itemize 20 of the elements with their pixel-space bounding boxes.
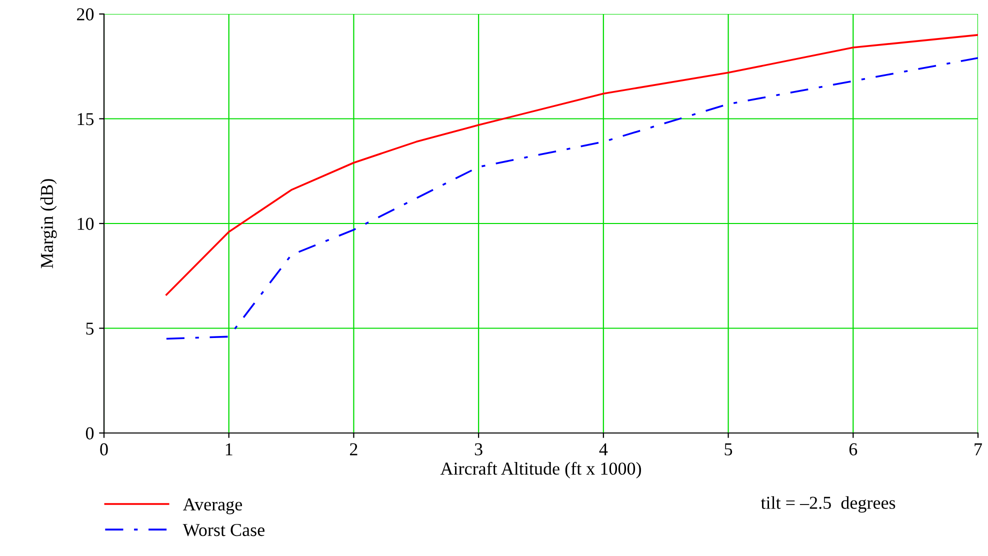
x-tick-label: 7 <box>974 443 982 456</box>
x-axis-title: Aircraft Altitude (ft x 1000) <box>440 462 641 478</box>
line-series <box>166 57 978 340</box>
x-tick-label: 0 <box>100 443 108 456</box>
x-tick-label: 6 <box>849 443 858 456</box>
legend-label: Worst Case <box>182 524 264 536</box>
y-axis-title: Margin (dB) <box>40 179 57 268</box>
y-tick-label: 0 <box>86 427 94 440</box>
x-tick-label: 2 <box>350 443 358 456</box>
x-tick-label: 5 <box>724 443 732 456</box>
y-tick-label: 5 <box>86 322 94 335</box>
x-tick-label: 4 <box>599 443 608 456</box>
y-tick-label: 20 <box>77 8 94 20</box>
x-tick-label: 1 <box>226 443 232 456</box>
text: tilt = –2.5 degrees <box>760 496 896 513</box>
legend-label: Average <box>182 498 242 514</box>
x-tick-label: 3 <box>474 443 482 456</box>
y-tick-label: 10 <box>78 218 94 230</box>
line-series <box>166 34 978 296</box>
y-tick-label: 15 <box>78 113 94 126</box>
